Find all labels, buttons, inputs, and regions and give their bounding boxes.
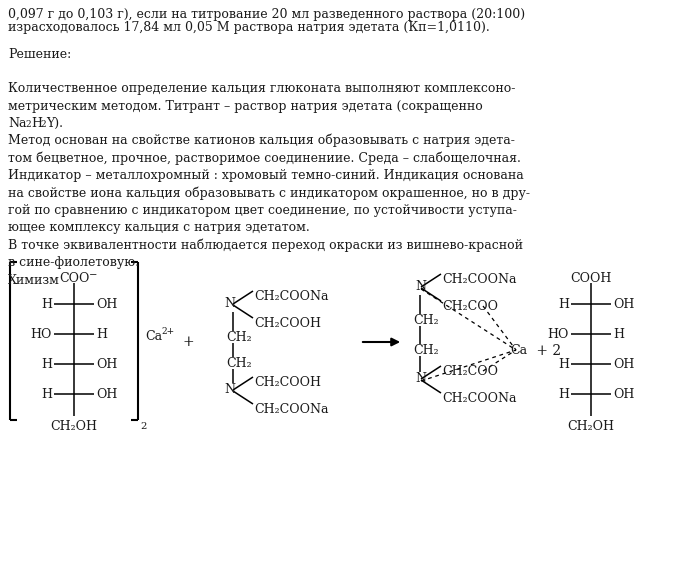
Text: H: H [41,388,52,401]
Text: H: H [31,118,42,130]
Text: Na: Na [8,118,26,130]
Text: Количественное определение кальция глюконата выполняют комплексоно-: Количественное определение кальция глюко… [8,82,516,95]
Text: OH: OH [613,358,634,371]
Text: Ca: Ca [510,344,527,357]
Text: на свойстве иона кальция образовывать с индикатором окрашенное, но в дру-: на свойстве иона кальция образовывать с … [8,186,530,200]
Text: Y).: Y). [46,118,63,130]
Text: CH₂COOH: CH₂COOH [254,317,321,330]
Text: Химизм: Химизм [8,274,60,287]
Text: H: H [613,328,624,341]
Text: CH₂OH: CH₂OH [51,420,97,433]
Text: CH₂: CH₂ [413,314,439,327]
Text: OH: OH [96,298,117,311]
Text: CH₂COONa: CH₂COONa [442,273,516,286]
Text: H: H [41,358,52,371]
Text: CH₂COO: CH₂COO [442,300,498,313]
Text: CH₂COONa: CH₂COONa [254,403,329,416]
Text: Решение:: Решение: [8,48,72,62]
Text: том бецветное, прочное, растворимое соединениие. Среда – слабощелочная.: том бецветное, прочное, растворимое соед… [8,151,521,165]
Text: COO: COO [59,272,89,285]
Text: OH: OH [613,388,634,401]
Text: N: N [415,280,426,293]
Text: в сине-фиолетовую.: в сине-фиолетовую. [8,257,139,269]
Text: HO: HO [30,328,52,341]
Text: Индикатор – металлохромный : хромовый темно-синий. Индикация основана: Индикатор – металлохромный : хромовый те… [8,169,524,182]
Text: CH₂COO: CH₂COO [442,365,498,378]
Text: ющее комплексу кальция с натрия эдетатом.: ющее комплексу кальция с натрия эдетатом… [8,221,310,235]
Text: H: H [41,298,52,311]
Text: метрическим методом. Титрант – раствор натрия эдетата (сокращенно: метрическим методом. Титрант – раствор н… [8,100,483,113]
Text: CH₂: CH₂ [226,331,252,344]
Text: N: N [415,372,426,385]
Text: CH₂: CH₂ [226,357,252,370]
Text: Ca: Ca [145,330,162,343]
Text: 0,097 г до 0,103 г), если на титрование 20 мл разведенного раствора (20:100): 0,097 г до 0,103 г), если на титрование … [8,8,525,21]
Text: +: + [182,335,194,349]
Text: OH: OH [96,358,117,371]
Text: израсходовалось 17,84 мл 0,05 М раствора натрия эдетата (Кп=1,0110).: израсходовалось 17,84 мл 0,05 М раствора… [8,22,490,34]
Text: CH₂OH: CH₂OH [568,420,614,433]
Text: гой по сравнению с индикатором цвет соединение, по устойчивости уступа-: гой по сравнению с индикатором цвет соед… [8,204,517,217]
Text: Метод основан на свойстве катионов кальция образовывать с натрия эдета-: Метод основан на свойстве катионов кальц… [8,133,515,147]
Text: 2: 2 [25,120,30,129]
Text: H: H [96,328,107,341]
Text: 2: 2 [140,422,146,431]
Text: OH: OH [96,388,117,401]
Text: H: H [558,298,569,311]
Text: N: N [224,383,235,396]
Text: OH: OH [613,298,634,311]
Text: 2+: 2+ [161,327,174,336]
Text: CH₂COONa: CH₂COONa [442,392,516,405]
Text: CH₂COOH: CH₂COOH [254,376,321,389]
Text: CH₂COONa: CH₂COONa [254,290,329,303]
Text: COOH: COOH [570,272,612,285]
Text: HO: HO [547,328,569,341]
Text: 2: 2 [40,120,46,129]
Text: + 2: + 2 [532,344,561,358]
Text: CH₂: CH₂ [413,344,439,357]
Text: В точке эквивалентности наблюдается переход окраски из вишнево-красной: В точке эквивалентности наблюдается пере… [8,239,523,253]
Text: H: H [558,388,569,401]
Text: N: N [224,297,235,310]
Text: −: − [89,271,97,280]
Text: H: H [558,358,569,371]
